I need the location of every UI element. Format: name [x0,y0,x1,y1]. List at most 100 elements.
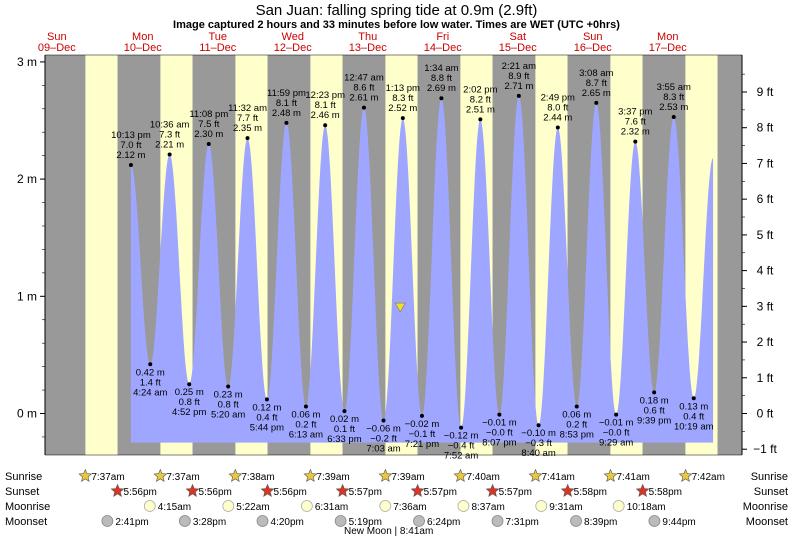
low-tide-time: 9:29 am [599,438,633,449]
high-tide-time: 12:47 am [344,73,384,84]
low-tide-feet: 0.2 ft [566,419,587,430]
high-tide-time: 2:02 pm [463,84,497,95]
sunset-row-label-right: Sunset [754,486,788,498]
low-tide-meters: 0.12 m [252,402,281,413]
high-tide-feet: 8.8 ft [431,73,452,84]
high-tide-feet: 8.1 ft [315,100,336,111]
low-tide-meters: 0.13 m [679,401,708,412]
sunset-row-label-left: Sunset [5,486,39,498]
day-name: Fri [436,31,449,43]
high-tide-time: 12:23 pm [305,90,345,101]
sunrise-row-label-left: Sunrise [5,471,42,483]
sunset-icon [635,483,650,497]
day-name: Sun [47,31,67,43]
low-tide-feet: 0.4 ft [683,411,704,422]
low-tide-feet: −0.0 ft [603,428,630,439]
moonrise-icon [222,500,235,512]
low-tide-feet: −0.0 ft [486,428,513,439]
low-tide-time: 4:24 am [133,387,167,398]
low-tide-point [614,412,619,417]
day-name: Tue [208,31,227,43]
sunset-time: 5:56pm [274,487,307,498]
high-tide-point [206,141,211,146]
low-tide-time: 7:03 am [366,444,400,455]
low-tide-time: 7:52 am [444,451,478,462]
high-tide-point [128,163,133,168]
low-tide-meters: −0.12 m [444,431,479,442]
high-tide-feet: 8.0 ft [547,103,568,114]
day-name: Thu [358,31,377,43]
day-name: Sun [583,31,603,43]
high-tide-feet: 8.9 ft [508,71,529,82]
sunset-icon [110,483,125,497]
sunrise-time: 7:37am [91,472,124,483]
high-tide-time: 3:55 am [657,82,691,93]
low-tide-point [148,362,153,367]
daylight-band [85,55,118,455]
high-tide-point [633,139,638,144]
moonset-row-label-left: Moonset [5,516,47,528]
high-tide-time: 3:37 pm [618,107,652,118]
high-tide-meters: 2.12 m [116,150,145,161]
low-tide-meters: −0.06 m [366,424,401,435]
low-tide-time: 9:39 pm [637,415,671,426]
high-tide-meters: 2.35 m [233,123,262,134]
low-tide-time: 8:53 pm [560,429,594,440]
left-axis-tick-label: 0 m [17,407,37,421]
right-axis-tick-label: 3 ft [757,299,774,313]
low-tide-time: 5:20 am [211,410,245,421]
sunset-icon [260,483,275,497]
high-tide-time: 11:08 pm [189,109,228,120]
sunset-icon [335,483,350,497]
moonrise-icon [457,500,470,512]
low-tide-time: 8:40 am [521,448,555,459]
chart-title: San Juan: falling spring tide at 0.9m (2… [256,2,538,19]
moonset-icon [256,515,269,527]
moonset-time: 5:19pm [349,517,382,528]
right-axis-tick-label: 6 ft [757,192,774,206]
low-tide-point [652,390,657,395]
sunset-time: 5:56pm [124,487,157,498]
low-tide-feet: 0.8 ft [179,397,200,408]
right-axis-tick-label: −1 ft [753,442,777,456]
moonrise-time: 9:31am [549,502,582,513]
day-date: 13–Dec [349,42,387,54]
moonrise-time: 6:31am [315,502,348,513]
low-tide-meters: 0.23 m [214,390,243,401]
low-tide-feet: 0.2 ft [295,419,316,430]
chart-subtitle: Image captured 2 hours and 33 minutes be… [173,19,620,31]
low-tide-feet: 0.8 ft [218,400,239,411]
sunset-icon [485,483,500,497]
moonrise-time: 5:22am [236,502,269,513]
sunset-time: 5:57pm [499,487,532,498]
low-tide-point [459,425,464,430]
high-tide-time: 1:13 pm [386,83,420,94]
high-tide-feet: 7.6 ft [625,117,646,128]
low-tide-meters: 0.02 m [330,414,359,425]
low-tide-point [381,418,386,423]
sunset-time: 5:56pm [199,487,232,498]
moonrise-time: 8:37am [471,502,504,513]
sunset-icon [185,483,200,497]
high-tide-time: 3:08 am [579,68,613,79]
sunrise-row-label-right: Sunrise [751,471,788,483]
sunset-time: 5:58pm [574,487,607,498]
left-axis-tick-label: 2 m [17,172,37,186]
low-tide-point [419,413,424,418]
high-tide-meters: 2.48 m [272,108,301,119]
sunset-time: 5:58pm [649,487,682,498]
high-tide-time: 11:59 pm [267,88,306,99]
day-date: 14–Dec [424,42,462,54]
moonset-time: 3:28pm [193,517,226,528]
sunrise-icon [678,468,693,482]
moonset-time: 8:39pm [584,517,617,528]
low-tide-time: 4:52 pm [172,407,206,418]
sunrise-icon [153,468,168,482]
sunrise-time: 7:37am [166,472,199,483]
sunrise-icon [303,468,318,482]
sunrise-time: 7:41am [617,472,650,483]
low-tide-time: 6:33 pm [327,434,361,445]
low-tide-meters: 0.06 m [562,409,591,420]
moonset-icon [178,515,191,527]
sun-moon-rows: Sunrise Sunrise Sunset Sunset Moonrise Moonri… [5,468,788,537]
